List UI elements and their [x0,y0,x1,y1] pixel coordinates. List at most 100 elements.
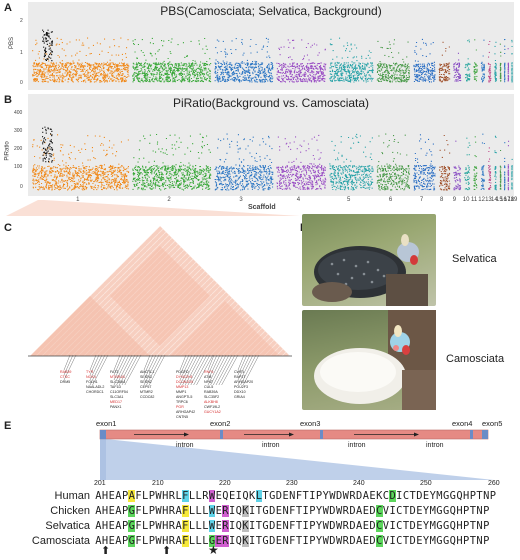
scaffold-tick: 15 [496,197,503,203]
scaffold-tick: 14 [491,197,498,203]
gene-label: ANGPTL5 [176,395,193,399]
gene-label: CCDC82 [140,395,155,399]
zoom-wedge [6,200,300,216]
gene-label: FAT3 [110,370,119,374]
piratio-ytick: 0 [20,184,23,190]
scaffold-tick: 18 [507,197,515,203]
gene-label: NAALADL2 [86,385,105,389]
gene-label: CEP57 [140,385,152,389]
scaffold-tick: 8 [439,197,444,203]
gene-label: MMP13 [176,385,189,389]
piratio-ytick: 400 [14,110,23,116]
protein-sequence: AHEAPGFLPWHRAFLLLWERIQKITGDENFTIPYWDWRDA… [95,520,490,532]
scaffold-tick: 12 [478,197,485,203]
gene-label: RAB39A [204,390,218,394]
pbs-ytick: 1 [20,50,23,56]
gene-label: SLC36A4 [110,380,126,384]
scaffold-tick: 3 [239,197,243,203]
gene-label: ALKBH8 [204,400,218,404]
gene-label: DYNC2H1 [176,375,193,379]
scaffold-axis-label: Scaffold [248,204,276,211]
gene-label: ATM [204,375,212,379]
gene-label: CWF19L2 [204,405,221,409]
species-name: Chicken [50,505,90,517]
protein-sequence: AHEAPAFLPWHRLFLLRWEQEIQKLTGDENFTIPYWDWRD… [95,490,497,502]
protein-sequence: AHEAPGFLPWHRAFLLLWERIQKITGDENFTIPYWDWRDA… [95,505,490,517]
gene-label: CNTN5 [176,415,188,419]
gene-label: GUCY1A2 [204,410,221,414]
intron-label: intron [426,442,444,449]
piratio-ytick: 300 [14,128,23,134]
species-name: Selvatica [45,520,90,532]
panel-letter-b: B [4,94,12,106]
pbs-y-label: PBS [9,36,16,50]
aa-position: 220 [219,480,231,487]
gene-label: FOLH1 [86,380,98,384]
exon4-label: exon4 [452,419,473,428]
gene-label: MED17 [110,400,122,404]
protein-sequence: AHEAPGFLPWHRAFLLLGERIQKITGDENFTIPYWDWRDA… [95,535,490,547]
gene-label: AMOTL1 [140,370,155,374]
camosciata-label: Camosciata [446,353,505,365]
gene-label: SESN3 [140,375,152,379]
species-name: Human [54,490,90,502]
gene-label: MMP1 [176,390,187,394]
gene-label: PDGFD [176,370,189,374]
gene-label: MTNR1B [110,375,125,379]
gene-label: DCUN1D5 [176,380,193,384]
scaffold-tick: 13 [485,197,492,203]
star-icon: ★ [208,543,219,557]
scaffold-tick: 9 [452,197,457,203]
up-arrow-icon: ⬆ [101,545,111,557]
aa-position: 210 [152,480,164,487]
scaffold-tick: 16 [500,197,507,203]
scaffold-tick: 19 [510,197,518,203]
aa-position: 230 [286,480,298,487]
piratio-manhattan-plot [32,126,513,191]
aa-position: 201 [94,480,106,487]
aa-position: 250 [420,480,432,487]
intron-label: intron [176,442,194,449]
gene-label: POU2F3 [234,385,248,389]
gene-label: TRPC6 [176,400,188,404]
gene-label: SLC3A1 [110,395,124,399]
gene-label: RAB39 [60,370,72,374]
camosciata-photo [302,310,436,410]
piratio-ytick: 100 [14,164,23,170]
aa-position: 260 [488,480,500,487]
gene-label: PGR [176,405,184,409]
exon5-label: exon5 [482,419,503,428]
scaffold-tick: 11 [470,197,478,203]
intron-label: intron [348,442,366,449]
aa-position: 240 [353,480,365,487]
piratio-ytick: 200 [14,146,23,152]
gene-label: GRIA4 [234,395,245,399]
up-arrow-icon: ⬆ [162,545,172,557]
gene-label: ARHGAP20 [234,380,254,384]
gene-position-lines [63,355,260,385]
scaffold-tick: 2 [167,197,171,203]
gene-label: CWF1 [234,370,245,374]
gene-label: C11ORF54 [110,390,128,394]
gene-label: SESN2 [140,380,152,384]
scaffold-tick: 5 [346,197,351,203]
scaffold-tick: 1 [76,197,80,203]
pbs-ytick: 2 [20,18,23,24]
intron-label: intron [262,442,280,449]
selvatica-label: Selvatica [452,253,497,265]
scaffold-tick: 10 [462,197,470,203]
exon3-label: exon3 [300,419,321,428]
panel-letter-a: A [4,2,12,14]
scaffold-tick: 17 [503,197,511,203]
selvatica-photo [302,214,436,306]
gene-label: NOX4 [86,375,96,379]
gene-label: RAP1T [234,375,246,379]
gene-model [99,429,494,480]
panel-letter-e: E [4,420,12,432]
piratio-plot-title: PiRatio(Background vs. Camosciata) [172,96,370,110]
panel-letter-c: C [4,222,12,234]
gene-label: CTSC [60,375,70,379]
gene-label: NPAT [204,380,214,384]
gene-label: DRM5 [60,380,71,384]
scaffold-tick: 4 [296,197,301,203]
